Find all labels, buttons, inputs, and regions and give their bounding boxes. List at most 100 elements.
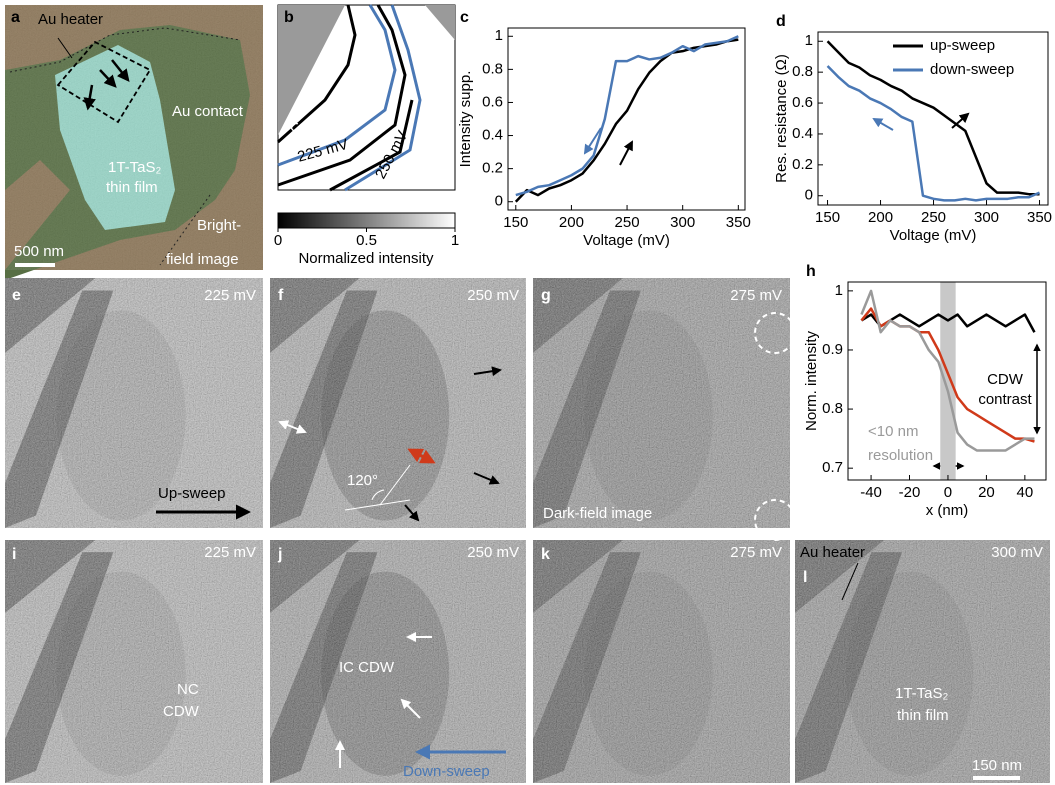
y-tick-label: 0.6 — [482, 93, 503, 110]
x-tick-label: 150 — [815, 209, 840, 226]
x-tick-label: 20 — [978, 484, 995, 501]
micrograph — [5, 540, 263, 783]
noise — [533, 540, 790, 783]
y-tick-label: 0 — [805, 187, 813, 204]
x-tick-label: 200 — [868, 209, 893, 226]
y-tick-label: 0.8 — [822, 400, 843, 417]
legend-label: down-sweep — [930, 61, 1014, 78]
y-tick-label: 0.8 — [482, 60, 503, 77]
label: field image — [166, 251, 239, 268]
label: 120° — [347, 472, 378, 489]
label: Bright- — [197, 217, 241, 234]
y-tick-label: 1 — [835, 282, 843, 299]
panel-letter: h — [806, 263, 816, 280]
label: 1T-TaS₂ — [108, 159, 162, 176]
voltage-label: 225 mV — [204, 544, 256, 561]
panel-letter: a — [11, 9, 20, 26]
colorbar-tick-label: 0.5 — [356, 232, 377, 249]
x-tick-label: 0 — [944, 484, 952, 501]
scale-bar-label: 150 nm — [972, 757, 1022, 774]
x-tick-label: 40 — [1017, 484, 1034, 501]
x-tick-label: 250 — [615, 214, 640, 231]
figure: a Au heater Au contact 1T-TaS₂ thin film… — [0, 0, 1055, 785]
y-axis-label: Res. resistance (Ω) — [773, 54, 790, 183]
panel-letter: b — [284, 9, 294, 26]
panel-letter: c — [460, 9, 469, 26]
annotation: <10 nm — [868, 423, 918, 440]
x-axis-label: Voltage (mV) — [583, 232, 670, 249]
panel-letter: j — [277, 546, 282, 563]
legend-label: up-sweep — [930, 37, 995, 54]
plot-frame — [508, 28, 745, 210]
scale-bar-label: 500 nm — [14, 243, 64, 260]
chart: 15020025030035000.20.40.60.81Voltage (mV… — [457, 9, 751, 249]
panel-letter: k — [541, 546, 550, 563]
y-tick-label: 0.2 — [792, 156, 813, 173]
voltage-label: 275 mV — [730, 544, 782, 561]
voltage-label: 250 mV — [467, 287, 519, 304]
panel-letter: i — [12, 546, 16, 563]
y-tick-label: 0.8 — [792, 63, 813, 80]
noise — [533, 278, 790, 528]
x-tick-label: 150 — [503, 214, 528, 231]
label: NC — [177, 681, 199, 698]
annotation: contrast — [978, 391, 1032, 408]
annotation: CDW — [987, 371, 1024, 388]
x-axis-label: Voltage (mV) — [890, 227, 977, 244]
y-tick-label: 0 — [495, 193, 503, 210]
y-tick-label: 0.4 — [482, 127, 503, 144]
y-axis-label: Intensity supp. — [457, 71, 474, 168]
panel-letter: g — [541, 287, 551, 304]
plot-frame — [818, 32, 1048, 205]
voltage-label: 300 mV — [991, 544, 1043, 561]
bright-field-image — [5, 5, 263, 280]
label: 1T-TaS₂ — [895, 685, 949, 702]
panel-letter: f — [278, 287, 284, 304]
label: Au heater — [800, 544, 865, 561]
arrow — [874, 119, 893, 130]
dark-field-images — [5, 278, 1050, 783]
label: Down-sweep — [403, 763, 490, 780]
panel-letter: l — [803, 569, 807, 586]
y-axis-label: Norm. intensity — [803, 330, 820, 431]
x-tick-label: 250 — [921, 209, 946, 226]
micrograph — [533, 278, 790, 528]
colorbar-label: Normalized intensity — [298, 250, 434, 267]
panel-letter: e — [12, 287, 21, 304]
y-tick-label: 0.2 — [482, 160, 503, 177]
x-tick-label: -20 — [899, 484, 921, 501]
x-tick-label: -40 — [860, 484, 882, 501]
colorbar-tick-label: 0 — [274, 232, 282, 249]
voltage-label: 225 mV — [204, 287, 256, 304]
colorbar — [278, 213, 455, 228]
micrograph — [270, 540, 526, 783]
label: Dark-field image — [543, 505, 652, 522]
panel-letter: d — [776, 13, 786, 30]
label: Au heater — [38, 11, 103, 28]
noise — [795, 540, 1050, 783]
label: IC CDW — [339, 659, 395, 676]
y-tick-label: 0.9 — [822, 341, 843, 358]
y-tick-label: 0.7 — [822, 459, 843, 476]
label: thin film — [106, 179, 158, 196]
x-tick-label: 350 — [1027, 209, 1052, 226]
label: Up-sweep — [158, 485, 226, 502]
arrow — [620, 142, 632, 165]
chart: 15020025030035000.20.40.60.81Voltage (mV… — [773, 13, 1052, 244]
noise — [270, 278, 526, 528]
micrograph — [533, 540, 790, 783]
noise — [270, 540, 526, 783]
y-tick-label: 1 — [805, 32, 813, 49]
label: Au contact — [172, 103, 244, 120]
x-tick-label: 200 — [559, 214, 584, 231]
noise — [5, 540, 263, 783]
y-tick-label: 0.6 — [792, 94, 813, 111]
x-tick-label: 300 — [974, 209, 999, 226]
x-axis-label: x (nm) — [926, 502, 969, 519]
micrograph — [795, 540, 1050, 783]
data-line — [828, 66, 1040, 200]
annotation: resolution — [868, 447, 933, 464]
data-line — [516, 40, 739, 202]
colorbar-tick-label: 1 — [451, 232, 459, 249]
